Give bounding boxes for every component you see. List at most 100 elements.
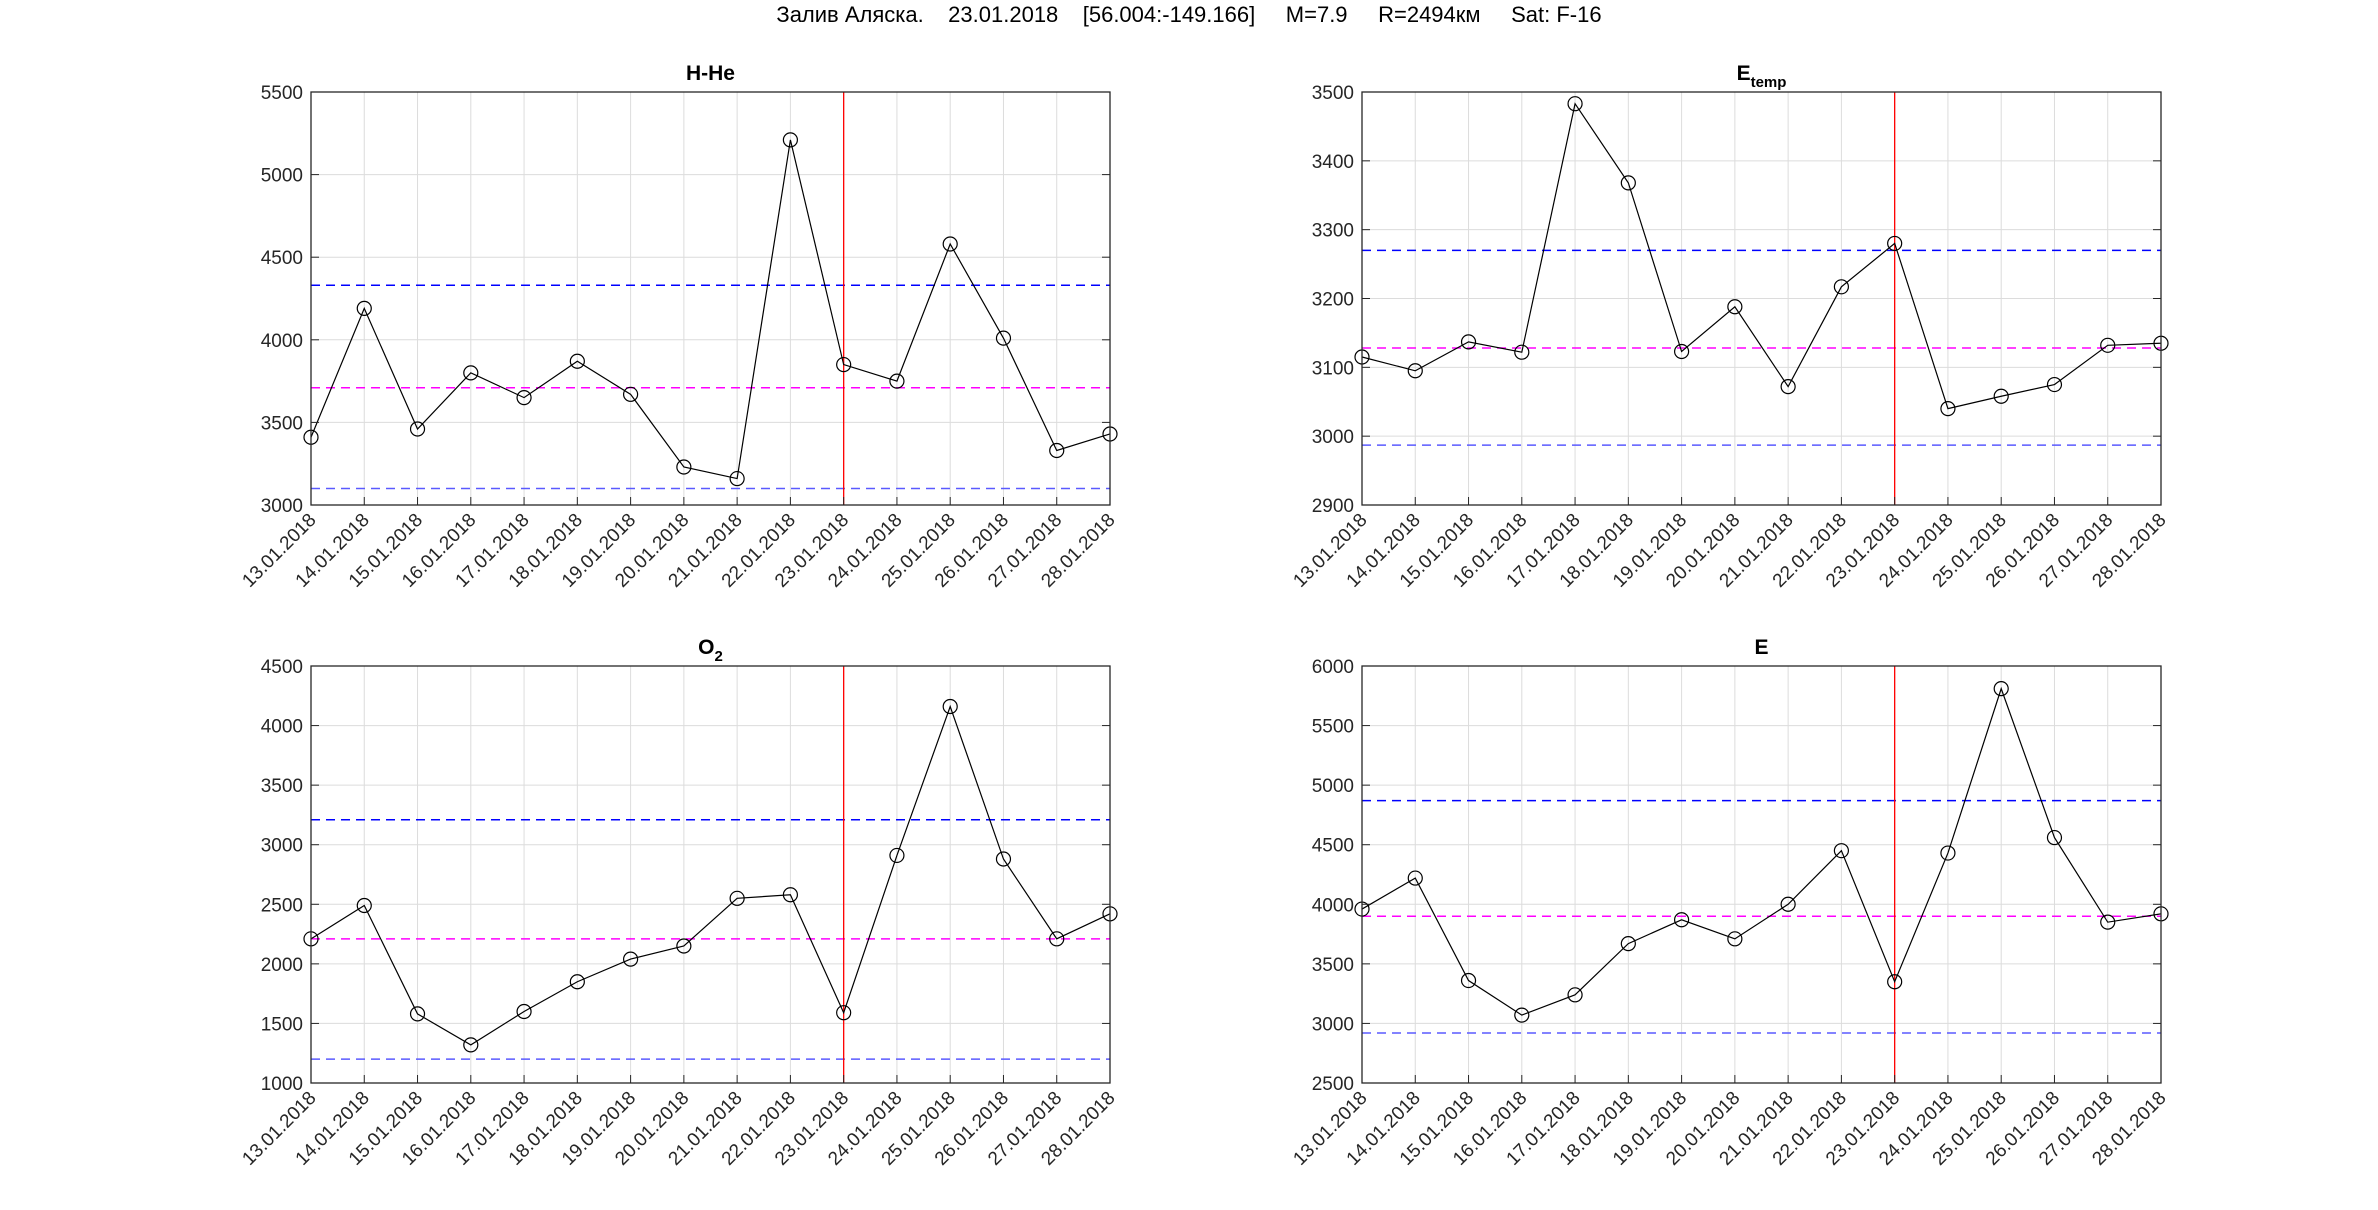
data-point	[463, 365, 479, 381]
subplot-title: O2	[698, 636, 723, 665]
y-tick-label: 4000	[261, 331, 303, 352]
data-point	[1460, 334, 1477, 350]
data-point	[942, 698, 958, 715]
y-tick-label: 5500	[261, 83, 303, 104]
data-point	[1940, 845, 1956, 861]
data-point	[1407, 363, 1423, 379]
data-point	[1620, 936, 1636, 952]
y-tick-label: 3500	[1312, 955, 1354, 976]
series-line	[310, 704, 1111, 1046]
y-tick-label: 3300	[1312, 221, 1354, 242]
data-point	[569, 974, 585, 990]
subplot-1: 30003500400045005000550013.01.201814.01.…	[238, 62, 1119, 592]
series-line	[1361, 686, 2162, 1016]
data-point	[1887, 235, 1903, 252]
data-point	[995, 330, 1012, 346]
y-tick-label: 1000	[261, 1074, 303, 1095]
data-point	[1993, 388, 2009, 404]
data-point	[1514, 344, 1530, 360]
series-line	[1361, 102, 2162, 410]
y-tick-label: 3400	[1312, 152, 1354, 173]
y-tick-label: 5000	[1312, 776, 1354, 797]
y-tick-label: 6000	[1312, 657, 1354, 678]
y-tick-label: 3500	[261, 776, 303, 797]
data-point	[942, 236, 958, 252]
data-point	[1833, 843, 1850, 859]
y-tick-label: 4000	[1312, 895, 1354, 916]
data-point	[836, 356, 852, 373]
data-point	[782, 887, 799, 903]
data-point	[1780, 896, 1796, 912]
y-tick-label: 3100	[1312, 358, 1354, 379]
y-tick-label: 3000	[1312, 427, 1354, 448]
data-point	[889, 373, 905, 389]
subplot-title: E	[1754, 636, 1768, 659]
data-point	[622, 951, 639, 967]
data-point	[1673, 343, 1690, 360]
series-line	[310, 139, 1111, 480]
data-point	[356, 300, 372, 317]
data-point	[2100, 914, 2116, 930]
data-point	[622, 386, 639, 402]
data-point	[1673, 912, 1690, 928]
subplot-title: H-He	[686, 62, 735, 85]
y-tick-label: 3500	[1312, 83, 1354, 104]
y-tick-label: 2000	[261, 955, 303, 976]
subplot-4: 2500300035004000450050005500600013.01.20…	[1289, 636, 2170, 1170]
y-tick-label: 3500	[261, 413, 303, 434]
data-point	[1567, 96, 1583, 112]
y-tick-label: 5000	[261, 166, 303, 187]
data-point	[1049, 442, 1065, 459]
data-point	[1780, 379, 1796, 395]
y-tick-label: 4500	[1312, 836, 1354, 857]
y-tick-label: 3000	[261, 496, 303, 517]
data-point	[463, 1037, 479, 1053]
data-point	[1620, 175, 1636, 191]
axes-box	[310, 91, 1111, 506]
data-point	[356, 897, 372, 914]
data-point	[569, 353, 585, 369]
data-point	[1940, 401, 1956, 417]
figure-title: Залив Аляска. 23.01.2018 [56.004:-149.16…	[776, 2, 1602, 27]
data-point	[676, 459, 692, 475]
data-point	[782, 132, 799, 148]
subplot-2: 290030003100320033003400350013.01.201814…	[1289, 62, 2170, 592]
subplot-title-subscript: 2	[715, 648, 723, 665]
y-tick-label: 2900	[1312, 496, 1354, 517]
y-tick-label: 4000	[261, 717, 303, 738]
data-point	[1833, 279, 1850, 295]
y-tick-label: 4500	[261, 657, 303, 678]
data-point	[676, 938, 692, 954]
data-point	[729, 470, 745, 487]
data-point	[409, 1006, 426, 1022]
y-tick-label: 3000	[261, 836, 303, 857]
y-tick-label: 3000	[1312, 1014, 1354, 1035]
y-tick-label: 4500	[261, 248, 303, 269]
axes-box	[310, 665, 1111, 1084]
data-point	[516, 390, 532, 406]
data-point	[409, 421, 426, 437]
data-point	[836, 1005, 852, 1021]
subplot-title: Etemp	[1737, 62, 1787, 91]
data-point	[516, 1003, 532, 1020]
subplot-title-subscript: temp	[1751, 74, 1787, 91]
data-point	[889, 847, 905, 864]
y-tick-label: 5500	[1312, 717, 1354, 738]
data-point	[2100, 337, 2116, 353]
y-tick-label: 1500	[261, 1014, 303, 1035]
axes-box	[1361, 665, 2162, 1084]
data-point	[1993, 681, 2009, 697]
y-tick-label: 2500	[261, 895, 303, 916]
data-point	[1407, 870, 1423, 886]
data-point	[1460, 972, 1477, 989]
data-point	[995, 851, 1012, 867]
data-point	[1567, 987, 1583, 1003]
data-point	[729, 890, 745, 906]
data-point	[1727, 931, 1743, 947]
data-point	[2046, 829, 2063, 846]
data-point	[1727, 299, 1743, 315]
data-point	[1049, 931, 1065, 947]
data-point	[1887, 974, 1903, 990]
y-tick-label: 2500	[1312, 1074, 1354, 1095]
